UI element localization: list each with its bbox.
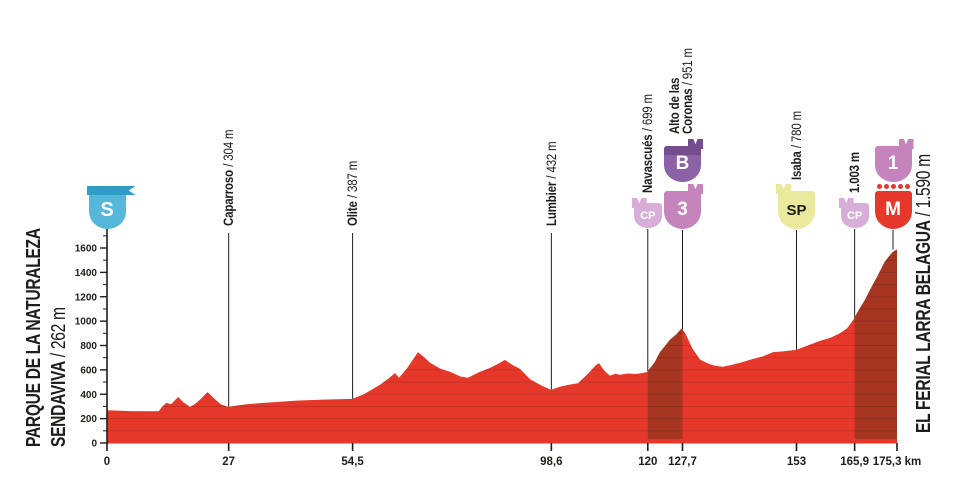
x-tick-label: 54,5 bbox=[341, 456, 364, 468]
waypoint-label-navascues: Navascués/ 699 m bbox=[639, 94, 656, 193]
start-location-title: PARQUE DE LA NATURALEZA SENDAVIVA / 262 m bbox=[22, 228, 72, 447]
x-tick-label: 153 bbox=[787, 456, 806, 468]
start-name-line1: PARQUE DE LA NATURALEZA bbox=[23, 228, 45, 447]
start-name-line2: SENDAVIVA bbox=[48, 361, 70, 447]
marker-glyph: S bbox=[100, 198, 114, 221]
marker-glyph: CP bbox=[640, 209, 656, 222]
marker-bonification-alto-de-las-coronas: B bbox=[663, 139, 703, 182]
waypoint-label-caparroso: Caparroso/ 304 m bbox=[220, 129, 237, 226]
y-tick-label: 600 bbox=[80, 365, 97, 376]
marker-sprint-isaba: SP bbox=[776, 184, 815, 229]
baseline-band bbox=[107, 439, 897, 444]
x-tick-label: 27 bbox=[222, 456, 235, 468]
waypoint-label-olite: Olite/ 387 m bbox=[344, 160, 361, 226]
x-tick-label: 175,3 km bbox=[873, 456, 922, 468]
y-tick-label: 1600 bbox=[75, 244, 98, 255]
marker-category-3-alto-de-las-coronas: 3 bbox=[663, 184, 703, 229]
y-tick-label: 800 bbox=[80, 341, 97, 352]
marker-cp-navascues: CP bbox=[631, 198, 662, 228]
y-tick-label: 200 bbox=[80, 414, 97, 425]
y-axis: 0 200 400 600 800 1000 1200 1400 1600 bbox=[75, 225, 108, 450]
climb-segment-2 bbox=[854, 249, 897, 443]
waypoint-label-isaba: Isaba/ 780 m bbox=[788, 111, 804, 180]
y-tick-label: 400 bbox=[80, 390, 97, 401]
marker-meta-finish: M bbox=[874, 184, 912, 229]
y-tick-label: 0 bbox=[91, 439, 97, 450]
x-tick-label: 98,6 bbox=[540, 456, 562, 468]
x-tick-label: 0 bbox=[104, 456, 110, 468]
marker-cp-alto-1003: CP bbox=[838, 198, 869, 228]
finish-name: EL FERIAL LARRA BELAGUA bbox=[913, 220, 935, 433]
marker-glyph: SP bbox=[786, 201, 807, 219]
finish-location-title: EL FERIAL LARRA BELAGUA / 1.590 m bbox=[912, 154, 937, 433]
climb-segment-1 bbox=[647, 328, 683, 443]
waypoint-label-alto-1003: 1.003 m bbox=[846, 152, 863, 193]
elevation-area bbox=[107, 249, 897, 443]
marker-category-1-finish: 1 bbox=[874, 139, 914, 182]
marker-glyph: CP bbox=[846, 209, 863, 222]
marker-start-start: S bbox=[86, 184, 136, 229]
marker-glyph: B bbox=[675, 153, 690, 174]
start-elevation: / 262 m bbox=[48, 307, 70, 358]
marker-glyph: 1 bbox=[887, 153, 899, 174]
x-tick-label: 127,7 bbox=[668, 456, 697, 468]
marker-glyph: M bbox=[885, 199, 901, 220]
x-tick-label: 165,9 bbox=[840, 456, 869, 468]
y-tick-label: 1000 bbox=[75, 317, 98, 328]
waypoint-label-alto-de-las-coronas: Alto de las Coronas/ 951 m bbox=[666, 48, 696, 134]
y-tick-label: 1200 bbox=[75, 292, 98, 303]
waypoint-label-lumbier: Lumbier/ 432 m bbox=[542, 141, 559, 226]
x-axis: 0 27 54,5 98,6 120 127,7 153 165,9 175,3 km bbox=[104, 443, 922, 468]
y-tick-label: 1400 bbox=[75, 268, 98, 279]
marker-glyph: 3 bbox=[677, 199, 688, 220]
x-tick-label: 120 bbox=[638, 456, 657, 468]
finish-elevation: / 1.590 m bbox=[913, 154, 935, 217]
